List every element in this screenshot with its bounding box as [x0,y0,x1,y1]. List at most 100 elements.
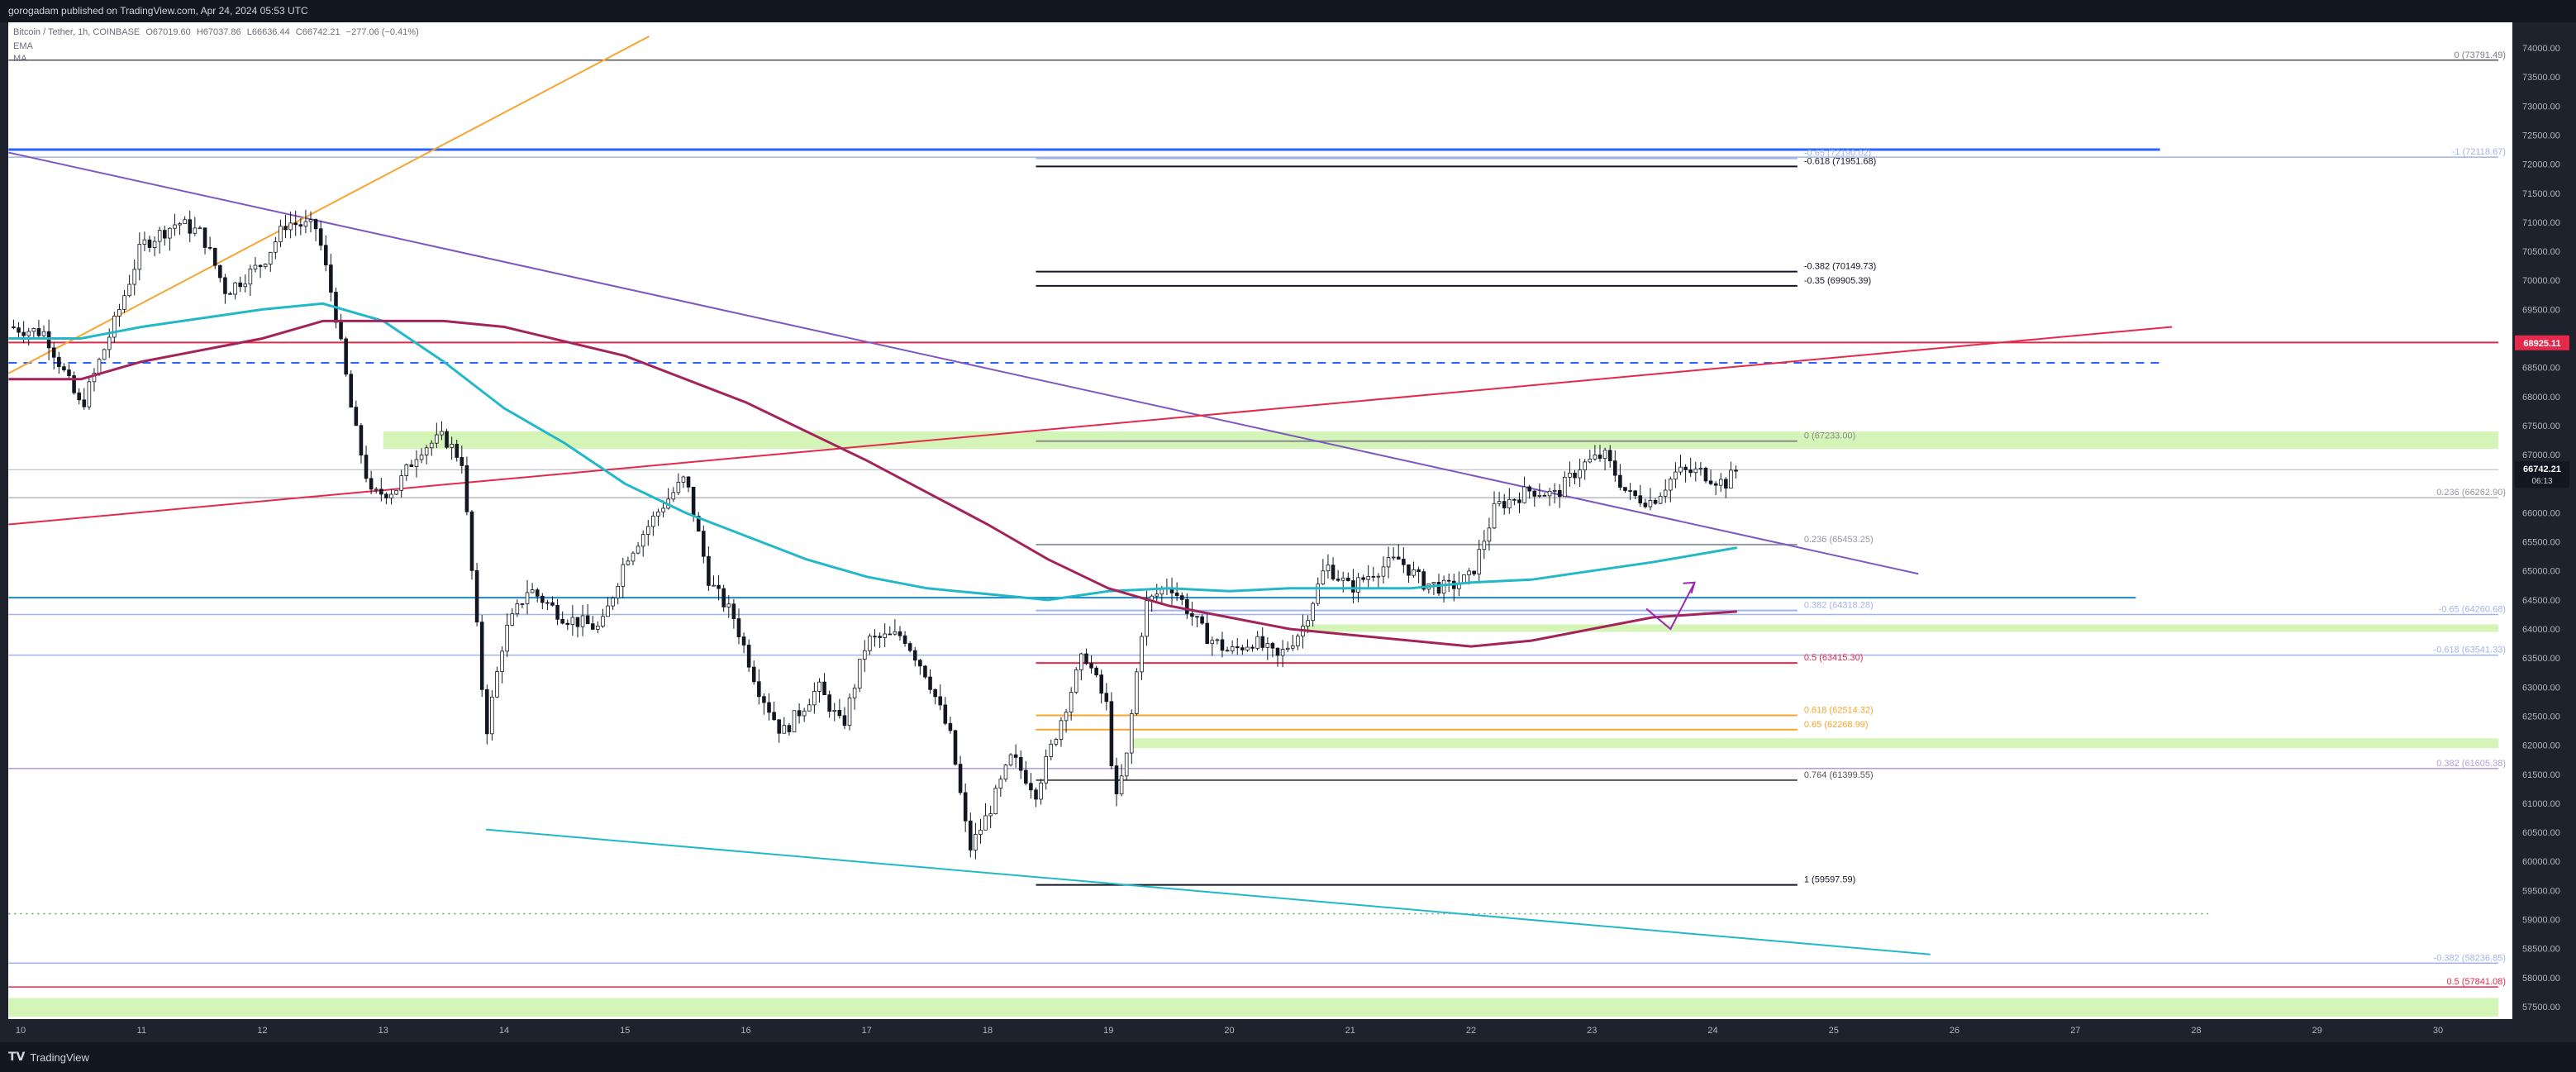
candle-body [751,666,756,683]
candle-body [1190,613,1194,617]
fib-level-label: 0.764 (61399.55) [1804,770,1874,780]
candle-body [1099,674,1104,694]
candle-body [837,710,842,717]
projection-arrow [1645,582,1696,631]
indicator-ma-label[interactable]: MA [13,54,27,64]
candle-body [616,585,621,598]
candle-body [757,681,761,698]
candle-body [746,645,751,668]
candle-body [631,552,636,562]
candle-body [87,381,92,407]
candle-body [1024,769,1028,784]
time-axis-tick: 16 [740,1026,750,1036]
price-axis-tick: 74000.00 [2522,44,2560,54]
candle-body [1064,712,1069,722]
candle-body [943,704,948,724]
candle-body [67,369,71,376]
trend-line [8,326,2173,526]
candle-body [1321,570,1326,585]
candle-body [893,631,898,635]
candle-body [248,269,253,285]
candle-body [772,712,776,721]
candle-body [318,228,323,246]
candle-body [1331,565,1336,579]
candle-body [1663,489,1668,497]
candle-body [565,622,570,626]
candle-body [1482,541,1487,550]
candle-body [550,602,555,606]
candle-body [1220,639,1225,651]
candle-body [1018,757,1023,771]
moving-average-line [8,302,1738,602]
candle-body [168,227,172,239]
brand-name: TradingView [30,1051,89,1064]
candle-body [263,264,268,268]
candle-body [731,603,736,619]
candle-body [661,507,665,512]
candle-body [1311,603,1315,622]
candle-body [923,665,927,678]
candle-body [888,633,893,636]
price-axis-tick: 68500.00 [2522,364,2560,374]
candle-body [1602,450,1607,459]
price-axis-tick: 65000.00 [2522,567,2560,577]
candle-body [1351,580,1355,593]
candle-body [1674,471,1678,480]
candle-body [228,293,232,295]
candle-body [1316,584,1321,604]
candle-body [621,564,626,587]
right-level-label: 0 (73791.49) [2455,50,2506,60]
candle-body [907,643,912,651]
candle-body [77,392,81,401]
candle-body [1487,527,1492,542]
price-axis-tick: 62000.00 [2522,741,2560,751]
time-axis-tick: 10 [16,1026,26,1036]
candle-body [1215,639,1220,641]
candle-body [500,650,504,672]
candle-body [928,676,932,690]
candle-body [1034,789,1038,800]
indicator-ema-label[interactable]: EMA [13,41,33,51]
candle-body [1140,636,1144,673]
candle-body [1114,765,1119,794]
candle-body [1573,472,1577,479]
price-chart[interactable]: -0.65 (72190.02)-0.618 (71951.68) -0.382 … [0,22,2576,1042]
candle-body [1391,556,1396,559]
candle-body [12,326,16,329]
price-axis-tick: 70000.00 [2522,276,2560,286]
candle-body [455,444,459,458]
candle-body [137,244,142,270]
candle-body [223,277,227,294]
candle-body [1412,569,1416,576]
candle-body [283,226,288,231]
candle-body [1366,575,1370,580]
candle-body [1628,490,1632,492]
candle-body [92,372,97,383]
candle-body [1698,467,1703,469]
price-axis-tick: 63500.00 [2522,654,2560,664]
candle-body [62,366,66,370]
price-axis-tick: 58000.00 [2522,974,2560,984]
candle-body [147,239,152,248]
candle-body [450,444,454,448]
candle-body [198,227,202,230]
candle-body [1734,469,1738,472]
candle-body [288,222,293,231]
tradingview-brand[interactable]: TV TradingView [8,1051,89,1064]
candle-body [1225,650,1230,652]
candle-body [303,221,308,227]
candle-body [329,264,333,293]
candle-body [1270,643,1275,649]
fib-level-label: -0.65 (72190.02) [1804,149,1871,159]
candle-body [1255,636,1259,649]
candle-body [1507,498,1512,508]
candle-body [702,531,706,557]
candle-body [419,455,424,460]
candle-body [1552,489,1557,492]
time-axis-tick: 18 [983,1026,993,1036]
candle-body [787,725,792,732]
candle-body [505,624,509,652]
candle-body [671,492,676,500]
candle-body [1633,490,1637,497]
